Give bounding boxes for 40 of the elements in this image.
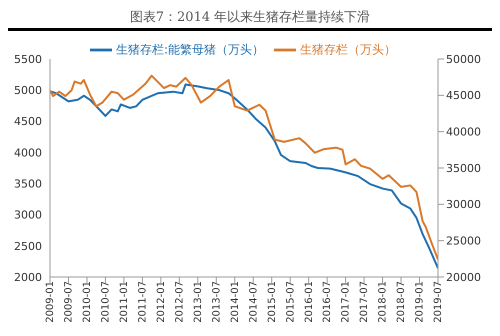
x-tick-label: 2016-01 bbox=[304, 281, 315, 323]
y2-tick-label: 20000 bbox=[446, 270, 481, 284]
x-tick-label: 2011-07 bbox=[137, 281, 148, 323]
y-tick-label: 5500 bbox=[14, 52, 42, 66]
x-tick-label: 2011-01 bbox=[119, 281, 130, 323]
legend-label: 生猪存栏（万头） bbox=[300, 42, 396, 56]
legend-label: 生猪存栏:能繁母猪（万头） bbox=[116, 42, 264, 56]
y2-tick-label: 25000 bbox=[446, 234, 481, 248]
x-tick-label: 2016-07 bbox=[322, 281, 334, 323]
y2-tick-label: 35000 bbox=[446, 162, 481, 175]
y-tick-label: 3500 bbox=[14, 177, 42, 190]
y-tick-label: 5000 bbox=[14, 84, 42, 98]
x-tick-label: 2013-07 bbox=[211, 281, 222, 323]
x-tick-label: 2012-07 bbox=[174, 281, 186, 323]
y2-tick-label: 45000 bbox=[446, 89, 481, 102]
y-tick-label: 2500 bbox=[14, 240, 42, 253]
y-tick-label: 4000 bbox=[14, 146, 42, 160]
x-tick-label: 2014-01 bbox=[230, 281, 241, 323]
x-tick-label: 2019-07 bbox=[433, 281, 444, 323]
x-tick-label: 2017-01 bbox=[340, 281, 352, 323]
x-tick-label: 2015-01 bbox=[266, 281, 278, 323]
x-tick-label: 2012-01 bbox=[156, 281, 167, 323]
y2-tick-label: 50000 bbox=[446, 52, 481, 66]
x-tick-label: 2010-01 bbox=[82, 281, 94, 323]
y-tick-label: 3000 bbox=[14, 208, 42, 222]
x-tick-label: 2014-07 bbox=[248, 281, 260, 323]
x-tick-label: 2013-01 bbox=[192, 281, 204, 323]
x-tick-label: 2015-07 bbox=[285, 281, 296, 323]
x-tick-label: 2009-07 bbox=[64, 281, 75, 323]
y2-tick-label: 30000 bbox=[446, 198, 481, 212]
chart-title: 图表7：2014 年以来生猪存栏量持续下滑 bbox=[8, 8, 492, 31]
x-tick-label: 2009-01 bbox=[45, 281, 56, 323]
y-tick-label: 4500 bbox=[14, 115, 42, 128]
x-tick-label: 2017-07 bbox=[359, 281, 370, 323]
x-tick-label: 2018-01 bbox=[378, 281, 389, 323]
x-tick-label: 2019-01 bbox=[414, 281, 426, 323]
x-tick-label: 2018-07 bbox=[396, 281, 408, 323]
x-tick-label: 2010-07 bbox=[100, 281, 112, 323]
y2-tick-label: 40000 bbox=[446, 126, 481, 139]
y-tick-label: 2000 bbox=[14, 270, 42, 284]
